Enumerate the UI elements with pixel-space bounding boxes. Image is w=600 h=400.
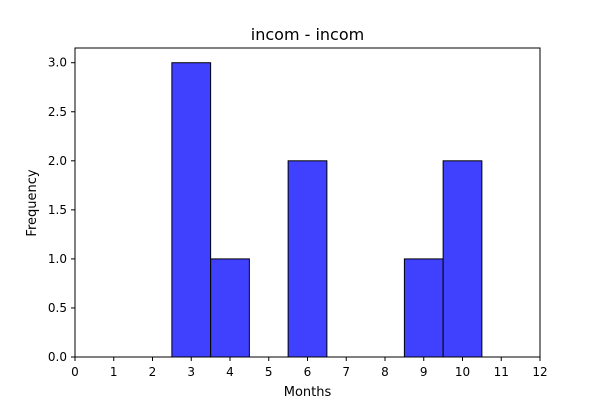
chart-title: incom - incom (251, 25, 364, 44)
x-axis-label: Months (284, 385, 332, 400)
histogram-bar (442, 160, 483, 358)
y-tick-label: 1.0 (48, 252, 67, 266)
bars-group (171, 62, 483, 358)
y-tick-label: 1.5 (48, 203, 67, 217)
y-tick-label: 0.5 (48, 301, 67, 315)
histogram-bar (287, 160, 328, 358)
x-tick-label: 2 (149, 365, 157, 379)
y-axis-label: Frequency (25, 169, 40, 236)
histogram-bar (171, 62, 212, 358)
y-axis: 0.0 0.5 1.0 1.5 2.0 2.5 3.0 (48, 56, 75, 364)
y-tick-label: 2.5 (48, 105, 67, 119)
x-tick-label: 10 (455, 365, 470, 379)
x-tick-label: 6 (304, 365, 312, 379)
x-tick-label: 12 (532, 365, 547, 379)
x-tick-label: 3 (187, 365, 195, 379)
y-tick-label: 2.0 (48, 154, 67, 168)
x-tick-label: 11 (494, 365, 509, 379)
x-tick-label: 1 (110, 365, 118, 379)
y-tick-label: 0.0 (48, 350, 67, 364)
x-tick-label: 8 (381, 365, 389, 379)
x-tick-label: 0 (71, 365, 79, 379)
x-tick-label: 5 (265, 365, 273, 379)
x-tick-label: 4 (226, 365, 234, 379)
x-tick-label: 9 (420, 365, 428, 379)
histogram-bar (210, 258, 250, 358)
histogram-bar (403, 258, 444, 358)
x-axis: 0 1 2 3 4 5 6 7 8 9 10 11 12 (71, 357, 548, 379)
x-tick-label: 7 (342, 365, 350, 379)
y-tick-label: 3.0 (48, 56, 67, 70)
